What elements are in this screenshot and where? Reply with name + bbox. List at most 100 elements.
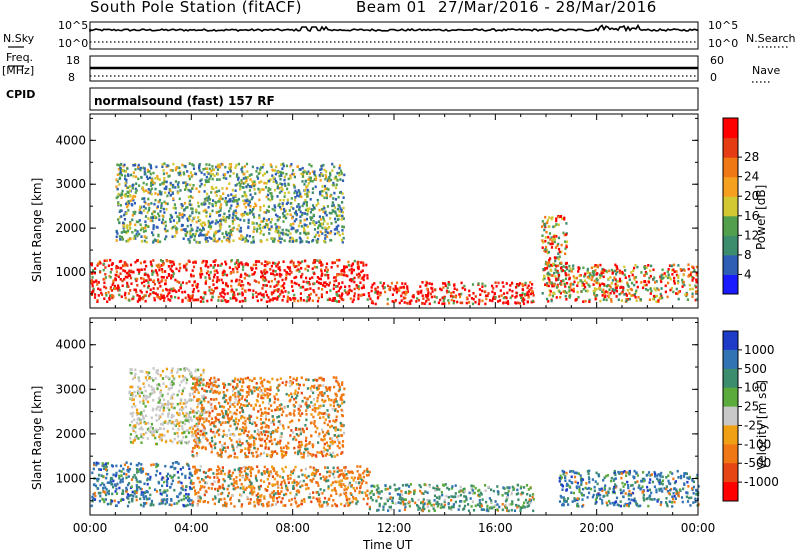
data-cell (353, 276, 356, 280)
data-cell (312, 238, 315, 242)
data-cell (318, 234, 321, 237)
data-cell (562, 472, 565, 476)
data-cell (170, 295, 173, 298)
data-cell (217, 295, 220, 299)
data-cell (138, 480, 141, 483)
data-cell (161, 484, 164, 488)
data-cell (278, 234, 281, 237)
data-cell (263, 279, 266, 282)
data-cell (245, 185, 248, 188)
data-cell (336, 466, 339, 470)
data-cell (614, 269, 618, 272)
data-cell (345, 494, 348, 498)
data-cell (478, 493, 481, 497)
data-cell (339, 207, 342, 210)
data-cell (280, 480, 283, 484)
data-cell (357, 267, 360, 271)
data-cell (471, 489, 475, 492)
data-cell (434, 489, 437, 492)
data-cell (690, 496, 693, 500)
data-cell (487, 485, 490, 489)
data-cell (181, 472, 184, 476)
data-cell (546, 221, 549, 225)
data-cell (90, 279, 93, 283)
data-cell (263, 181, 266, 185)
data-cell (150, 166, 153, 170)
data-cell (386, 499, 389, 503)
data-cell (289, 232, 292, 235)
data-cell (247, 288, 250, 292)
data-cell (192, 233, 195, 236)
data-cell (276, 482, 279, 486)
data-cell (229, 229, 232, 233)
data-cell (249, 491, 252, 495)
data-cell (291, 240, 294, 243)
data-cell (541, 220, 544, 223)
data-cell (142, 495, 145, 499)
data-cell (621, 272, 624, 275)
data-cell (531, 283, 534, 286)
data-cell (138, 268, 141, 272)
data-cell (120, 193, 123, 196)
data-cell (161, 270, 164, 274)
data-cell (127, 173, 130, 176)
data-cell (425, 295, 428, 298)
data-cell (336, 470, 339, 474)
data-cell (272, 490, 275, 493)
data-cell (659, 278, 662, 282)
data-cell (199, 231, 202, 235)
data-cell (203, 493, 206, 497)
data-cell (127, 186, 130, 189)
data-cell (338, 166, 341, 170)
data-cell (544, 222, 547, 226)
data-cell (651, 480, 654, 484)
data-cell (394, 299, 397, 302)
data-cell (326, 205, 329, 208)
data-cell (316, 276, 319, 279)
data-cell (680, 496, 684, 499)
data-cell (189, 195, 192, 198)
data-cell (525, 484, 529, 487)
data-cell (294, 500, 297, 503)
data-cell (125, 476, 128, 480)
nsearch-label: N.Search (746, 32, 796, 45)
data-cell (523, 486, 526, 489)
data-cell (217, 493, 220, 496)
data-cell (243, 277, 246, 280)
data-cell (501, 281, 504, 284)
data-cell (506, 492, 509, 495)
data-cell (146, 482, 149, 486)
data-cell (342, 476, 346, 479)
data-cell (259, 484, 262, 488)
data-cell (306, 188, 309, 192)
data-cell (506, 496, 509, 499)
data-cell (312, 491, 315, 494)
data-cell (375, 488, 378, 492)
data-cell (448, 283, 451, 286)
data-cell (219, 197, 222, 200)
nsearch-tick-high: 10^5 (708, 19, 739, 32)
data-cell (131, 214, 134, 217)
data-cell (492, 287, 495, 290)
data-cell (216, 476, 219, 479)
data-cell (137, 462, 141, 465)
data-cell (478, 501, 481, 505)
data-cell (290, 205, 293, 209)
data-cell (96, 264, 99, 267)
data-cell (450, 298, 453, 302)
data-cell (145, 279, 148, 282)
data-cell (98, 473, 101, 477)
data-cell (127, 271, 130, 275)
data-cell (165, 287, 168, 291)
data-cell (217, 500, 220, 503)
data-cell (614, 263, 617, 267)
data-cell (159, 492, 162, 495)
data-cell (248, 199, 251, 203)
data-cell (290, 197, 293, 200)
data-cell (192, 287, 195, 291)
data-cell (325, 475, 328, 479)
data-cell (347, 264, 350, 267)
data-cell (295, 212, 298, 216)
data-cell (171, 465, 174, 468)
data-cell (691, 287, 694, 291)
